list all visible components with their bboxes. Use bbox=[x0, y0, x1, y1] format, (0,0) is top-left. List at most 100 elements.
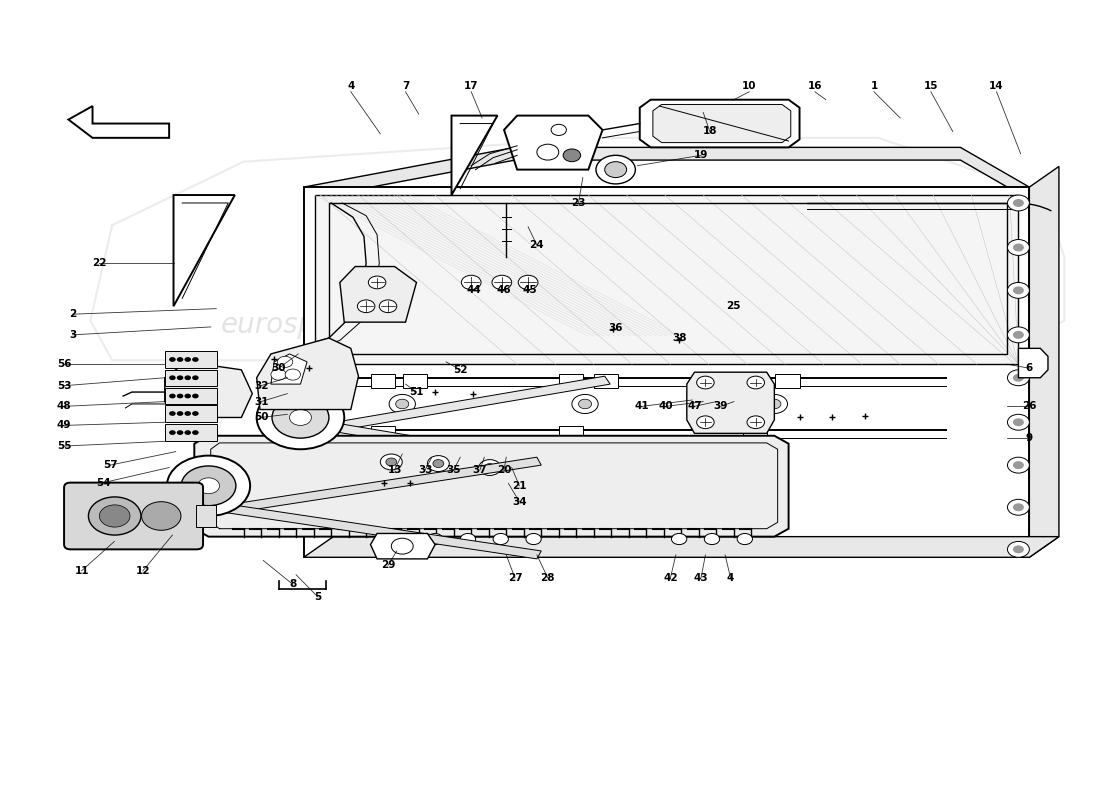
Text: 11: 11 bbox=[75, 566, 89, 576]
Circle shape bbox=[1008, 457, 1030, 473]
Circle shape bbox=[747, 416, 764, 429]
Circle shape bbox=[272, 397, 329, 438]
Circle shape bbox=[88, 497, 141, 535]
Circle shape bbox=[461, 275, 481, 290]
Circle shape bbox=[671, 534, 686, 545]
Circle shape bbox=[551, 124, 566, 135]
Bar bbox=[371, 374, 395, 388]
Text: 6: 6 bbox=[1025, 363, 1033, 374]
Text: 24: 24 bbox=[529, 240, 544, 250]
Text: 14: 14 bbox=[989, 81, 1004, 91]
Circle shape bbox=[177, 411, 184, 416]
Text: 20: 20 bbox=[497, 465, 512, 475]
Bar bbox=[742, 374, 767, 388]
Circle shape bbox=[1013, 461, 1024, 469]
Text: 22: 22 bbox=[91, 258, 107, 268]
Circle shape bbox=[182, 466, 235, 506]
Circle shape bbox=[492, 275, 512, 290]
Circle shape bbox=[484, 463, 495, 471]
Circle shape bbox=[1013, 199, 1024, 207]
Text: 12: 12 bbox=[135, 566, 150, 576]
Circle shape bbox=[1008, 195, 1030, 211]
Circle shape bbox=[396, 399, 409, 409]
Text: 41: 41 bbox=[635, 402, 649, 411]
Circle shape bbox=[605, 162, 627, 178]
Text: 39: 39 bbox=[714, 402, 728, 411]
Circle shape bbox=[368, 276, 386, 289]
Text: 18: 18 bbox=[703, 126, 717, 137]
Circle shape bbox=[1013, 331, 1024, 339]
Circle shape bbox=[460, 534, 475, 545]
Polygon shape bbox=[227, 457, 541, 513]
Text: 4: 4 bbox=[348, 81, 354, 91]
Text: 46: 46 bbox=[497, 286, 512, 295]
Text: 49: 49 bbox=[57, 421, 72, 430]
Text: 32: 32 bbox=[254, 381, 268, 390]
Circle shape bbox=[185, 394, 191, 398]
Circle shape bbox=[177, 375, 184, 380]
Circle shape bbox=[169, 394, 176, 398]
Text: 1: 1 bbox=[870, 81, 878, 91]
Polygon shape bbox=[640, 100, 800, 147]
Text: 51: 51 bbox=[409, 387, 424, 397]
Circle shape bbox=[1013, 243, 1024, 251]
Text: 13: 13 bbox=[387, 465, 402, 475]
Circle shape bbox=[392, 538, 414, 554]
Text: 2: 2 bbox=[69, 309, 76, 319]
Circle shape bbox=[192, 411, 199, 416]
Circle shape bbox=[1008, 370, 1030, 386]
Circle shape bbox=[1013, 286, 1024, 294]
Circle shape bbox=[1013, 418, 1024, 426]
Circle shape bbox=[192, 394, 199, 398]
Text: 28: 28 bbox=[540, 573, 556, 583]
Circle shape bbox=[177, 357, 184, 362]
Circle shape bbox=[1008, 239, 1030, 255]
Circle shape bbox=[1008, 282, 1030, 298]
Bar bbox=[165, 350, 218, 368]
Text: 4: 4 bbox=[727, 573, 735, 583]
Text: 16: 16 bbox=[807, 81, 822, 91]
Circle shape bbox=[169, 430, 176, 435]
Text: 3: 3 bbox=[69, 330, 76, 340]
Text: 8: 8 bbox=[289, 579, 296, 590]
Circle shape bbox=[579, 399, 592, 409]
Circle shape bbox=[596, 155, 636, 184]
Text: 30: 30 bbox=[272, 363, 286, 374]
Text: 38: 38 bbox=[672, 333, 686, 343]
Bar bbox=[197, 505, 217, 527]
Circle shape bbox=[1013, 503, 1024, 511]
Circle shape bbox=[1008, 499, 1030, 515]
Polygon shape bbox=[371, 534, 436, 559]
Polygon shape bbox=[451, 115, 497, 195]
Bar bbox=[165, 405, 218, 422]
Text: 43: 43 bbox=[694, 573, 708, 583]
Text: 47: 47 bbox=[688, 402, 702, 411]
Circle shape bbox=[379, 300, 397, 313]
Text: eurospares: eurospares bbox=[221, 310, 376, 338]
Text: 44: 44 bbox=[466, 286, 481, 295]
Bar bbox=[404, 374, 428, 388]
Text: 56: 56 bbox=[57, 359, 72, 370]
Circle shape bbox=[381, 454, 403, 470]
Circle shape bbox=[169, 357, 176, 362]
Circle shape bbox=[198, 478, 220, 494]
Circle shape bbox=[737, 534, 752, 545]
Text: 10: 10 bbox=[741, 81, 757, 91]
Circle shape bbox=[433, 459, 443, 467]
Polygon shape bbox=[304, 147, 1030, 200]
Circle shape bbox=[395, 534, 410, 545]
Circle shape bbox=[289, 410, 311, 426]
Circle shape bbox=[169, 411, 176, 416]
Bar bbox=[559, 426, 583, 441]
Circle shape bbox=[185, 430, 191, 435]
Circle shape bbox=[192, 357, 199, 362]
Text: 48: 48 bbox=[57, 402, 72, 411]
Circle shape bbox=[1013, 374, 1024, 382]
Circle shape bbox=[185, 411, 191, 416]
Text: 25: 25 bbox=[727, 302, 741, 311]
Circle shape bbox=[526, 534, 541, 545]
Text: 9: 9 bbox=[1026, 433, 1033, 443]
Circle shape bbox=[761, 394, 788, 414]
Circle shape bbox=[696, 376, 714, 389]
Text: 29: 29 bbox=[381, 560, 395, 570]
